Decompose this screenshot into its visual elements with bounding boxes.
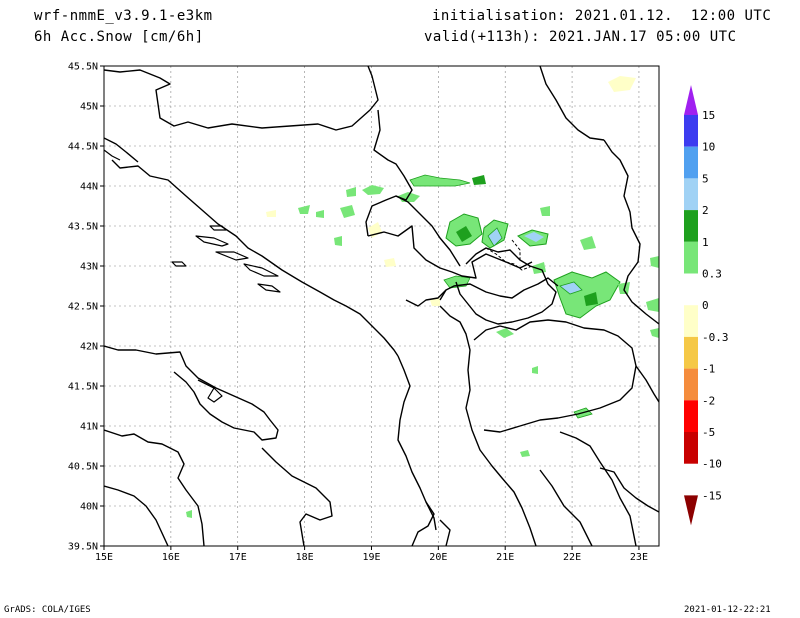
lon-label: 17E xyxy=(229,552,247,563)
snow-patch xyxy=(362,185,384,195)
snow-patch xyxy=(540,206,550,216)
coastlines-borders xyxy=(104,66,659,546)
snow-patch xyxy=(532,366,538,374)
lon-label: 18E xyxy=(296,552,314,563)
lat-label: 43.5N xyxy=(68,222,98,233)
colorbar-segment xyxy=(684,368,698,401)
lat-label: 41.5N xyxy=(68,382,98,393)
lon-label: 22E xyxy=(563,552,581,563)
lat-label: 40N xyxy=(80,502,98,513)
snow-patch xyxy=(316,210,324,218)
snow-patch xyxy=(584,292,598,306)
colorbar-label: -0.3 xyxy=(702,331,729,344)
colorbar-label: -2 xyxy=(702,394,715,407)
colorbar-segment xyxy=(684,241,698,274)
snow-patch xyxy=(496,328,514,338)
lon-label: 19E xyxy=(362,552,380,563)
colorbar-segment xyxy=(684,336,698,369)
lon-label: 23E xyxy=(630,552,648,563)
lon-label: 20E xyxy=(429,552,447,563)
colorbar-label: -10 xyxy=(702,458,722,471)
snow-patch xyxy=(608,76,636,92)
snow-patch xyxy=(340,205,355,218)
lat-label: 45N xyxy=(80,102,98,113)
colorbar-segment xyxy=(684,210,698,242)
snow-patch xyxy=(346,187,356,197)
colorbar-label: 5 xyxy=(702,172,709,185)
colorbar-segment xyxy=(684,432,698,464)
colorbar-segment xyxy=(684,178,698,211)
colorbar-bottom-arrow xyxy=(684,495,698,526)
snow-patch xyxy=(559,281,583,295)
colorbar-label: -1 xyxy=(702,363,715,376)
colorbar: 15 10 5 2 1 0.3 0 -0.3 -1 -2 -5 -10 -15 xyxy=(684,85,729,526)
snow-patch xyxy=(487,227,503,247)
model-title: wrf-nmmE_v3.9.1-e3km xyxy=(34,8,213,24)
snow-patch xyxy=(334,236,342,246)
snow-patch xyxy=(520,450,530,457)
map-area xyxy=(104,66,659,546)
lon-label: 15E xyxy=(95,552,113,563)
snow-patch xyxy=(384,258,396,267)
lat-label: 44.5N xyxy=(68,142,98,153)
colorbar-label: 10 xyxy=(702,141,715,154)
colorbar-label: 1 xyxy=(702,236,709,249)
lat-label: 44N xyxy=(80,182,98,193)
footer-credit: GrADS: COLA/IGES xyxy=(4,605,91,615)
colorbar-label: -15 xyxy=(702,489,722,502)
colorbar-segment xyxy=(684,273,698,306)
lat-labels: 45.5N 45N 44.5N 44N 43.5N 43N 42.5N 42N 41.5N 41N… xyxy=(68,62,104,553)
lon-label: 16E xyxy=(162,552,180,563)
colorbar-label: 2 xyxy=(702,204,709,217)
snow-patch xyxy=(430,298,440,306)
snow-patch xyxy=(186,510,192,518)
colorbar-label: 0.3 xyxy=(702,268,722,281)
lat-label: 45.5N xyxy=(68,62,98,73)
field-title: 6h Acc.Snow [cm/6h] xyxy=(34,29,204,45)
snow-patch xyxy=(650,328,659,338)
snow-patches xyxy=(186,76,659,518)
lon-label: 21E xyxy=(496,552,514,563)
colorbar-label: -5 xyxy=(702,426,715,439)
colorbar-segment xyxy=(684,146,698,179)
lon-labels: 15E 16E 17E 18E 19E 20E 21E 22E 23E xyxy=(95,546,648,563)
snow-patch xyxy=(580,236,596,250)
colorbar-segment xyxy=(684,305,698,337)
lat-label: 39.5N xyxy=(68,542,98,553)
lat-label: 40.5N xyxy=(68,462,98,473)
snow-patch xyxy=(266,210,276,217)
snow-patch xyxy=(650,256,659,268)
snow-patch xyxy=(298,205,310,214)
lat-label: 43N xyxy=(80,262,98,273)
snow-patch xyxy=(472,175,486,185)
colorbar-label: 0 xyxy=(702,299,709,312)
snow-patch xyxy=(409,174,471,187)
init-time: initialisation: 2021.01.12. 12:00 UTC xyxy=(432,8,772,24)
dashed-borders xyxy=(485,239,533,271)
snow-patch xyxy=(646,298,659,312)
colorbar-segment xyxy=(684,115,698,147)
colorbar-top-arrow xyxy=(684,85,698,115)
colorbar-segment xyxy=(684,400,698,432)
snow-patch xyxy=(524,232,544,242)
lat-label: 42.5N xyxy=(68,302,98,313)
snow-patch xyxy=(398,192,420,202)
snow-patch xyxy=(456,226,472,242)
lat-label: 41N xyxy=(80,422,98,433)
footer-timestamp: 2021-01-12-22:21 xyxy=(684,605,771,615)
lat-label: 42N xyxy=(80,342,98,353)
valid-time: valid(+113h): 2021.JAN.17 05:00 UTC xyxy=(424,29,737,45)
colorbar-label: 15 xyxy=(702,109,715,122)
